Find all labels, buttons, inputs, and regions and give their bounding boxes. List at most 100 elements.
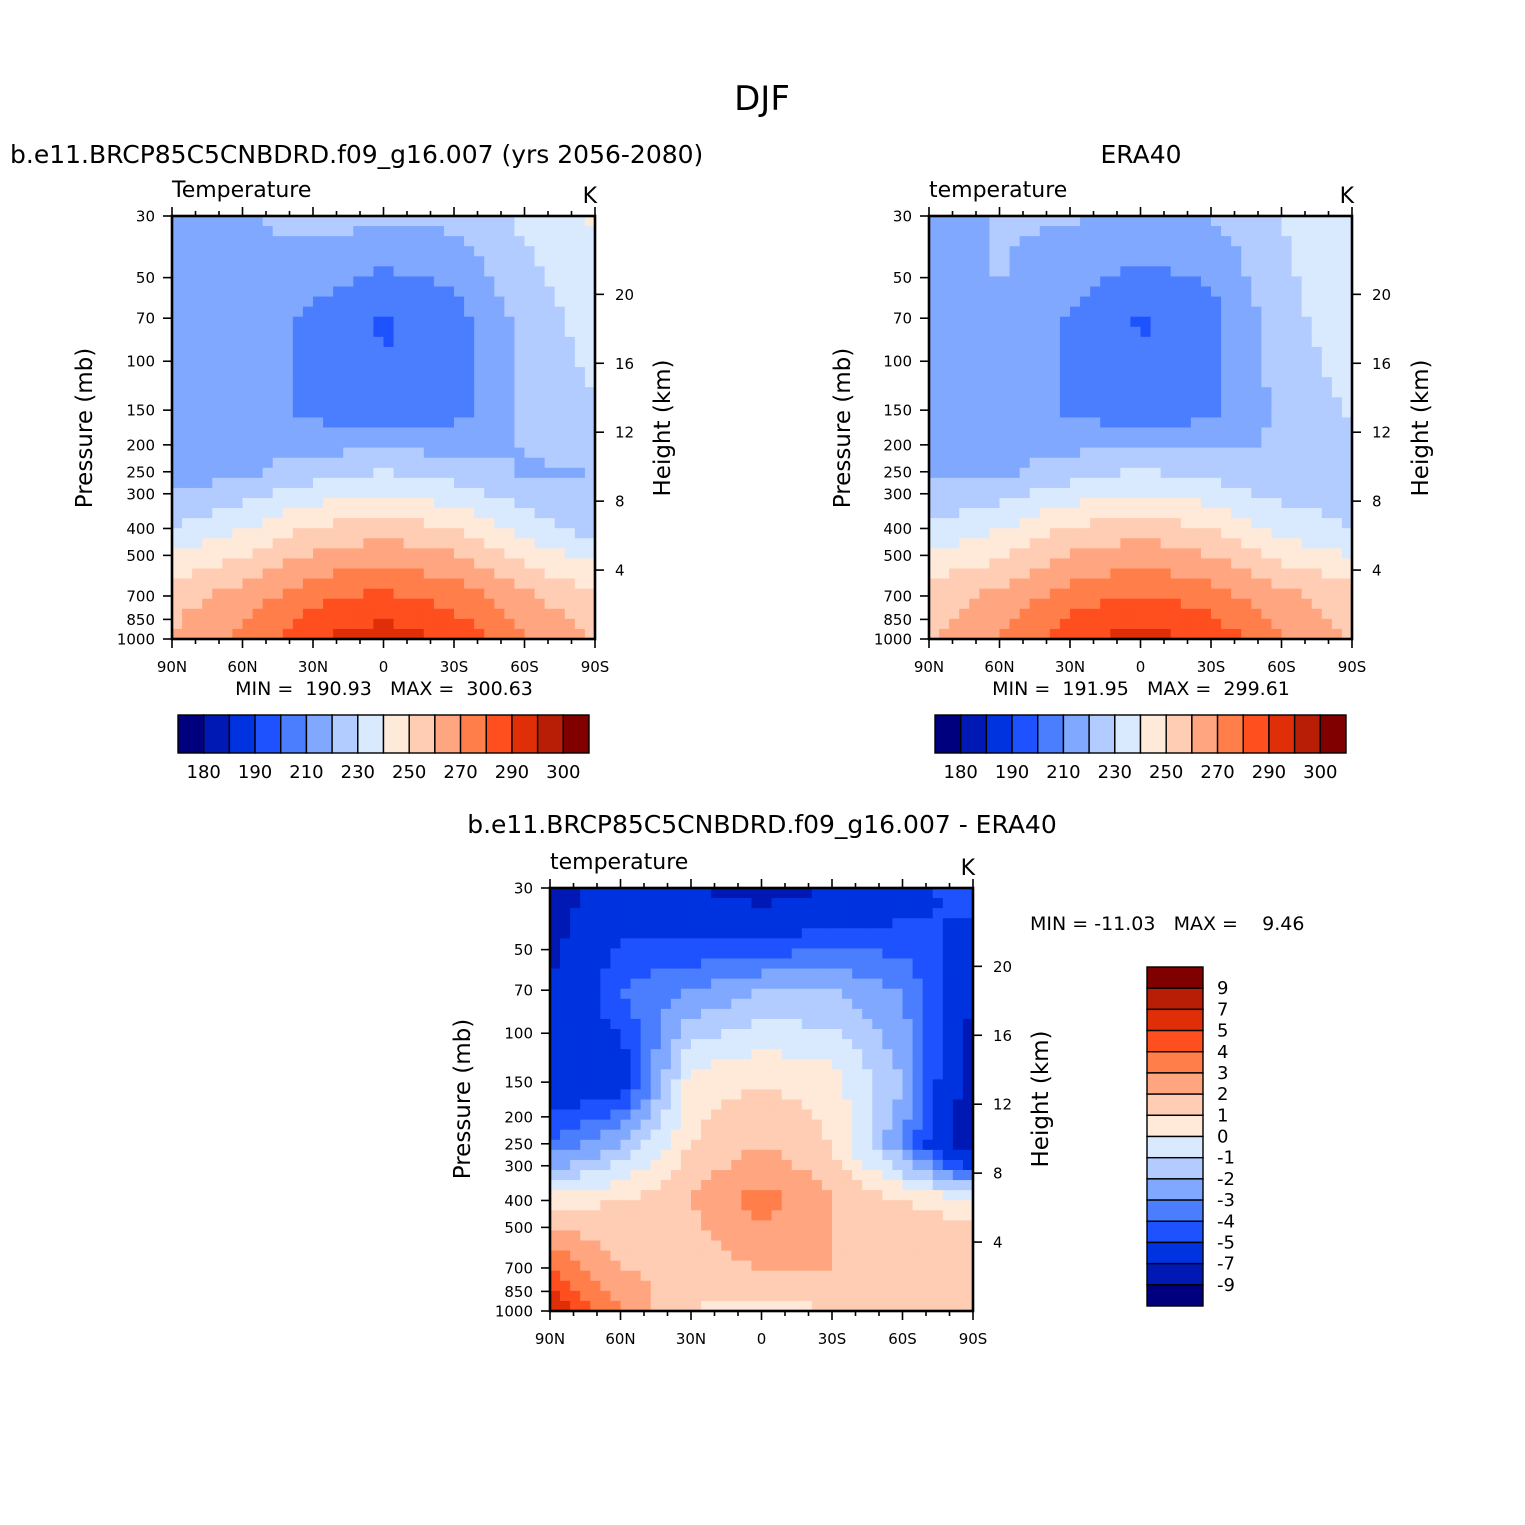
field-cell: [1281, 377, 1293, 388]
field-cell: [741, 888, 753, 899]
field-cell: [1180, 417, 1192, 429]
field-cell: [192, 256, 203, 267]
field-cell: [751, 1149, 763, 1161]
field-cell: [1059, 397, 1071, 408]
field-cell: [574, 608, 586, 620]
field-cell: [939, 407, 950, 419]
field-cell: [343, 578, 354, 590]
field-cell: [514, 286, 526, 298]
field-cell: [564, 457, 576, 469]
field-cell: [474, 377, 485, 388]
field-cell: [564, 568, 576, 580]
field-cell: [721, 1049, 732, 1060]
field-cell: [952, 898, 964, 909]
field-cell: [771, 968, 783, 980]
field-cell: [922, 1069, 934, 1080]
y-tick-label: 70: [136, 310, 155, 328]
field-cell: [544, 558, 556, 570]
field-cell: [1100, 256, 1111, 267]
field-cell: [952, 968, 964, 980]
field-cell: [560, 1069, 571, 1080]
field-cell: [1070, 558, 1081, 570]
field-cell: [514, 498, 526, 509]
field-cell: [1019, 236, 1031, 247]
field-cell: [262, 417, 274, 429]
field-cell: [1100, 397, 1111, 408]
field-cell: [1251, 286, 1262, 298]
field-cell: [363, 236, 375, 247]
field-cell: [811, 918, 823, 929]
field-cell: [1160, 487, 1172, 499]
field-cell: [1039, 528, 1051, 539]
field-cell: [979, 336, 991, 348]
field-cell: [1130, 216, 1142, 227]
field-cell: [474, 336, 485, 348]
field-cell: [640, 888, 652, 899]
field-cell: [912, 898, 924, 909]
field-cell: [751, 938, 763, 950]
field-cell: [1090, 618, 1101, 630]
field-cell: [232, 518, 244, 529]
field-cell: [1100, 528, 1111, 539]
field-cell: [791, 948, 803, 960]
field-cell: [781, 948, 793, 960]
field-cell: [1019, 286, 1031, 298]
field-cell: [1059, 467, 1071, 479]
field-cell: [353, 226, 364, 237]
field-cell: [514, 367, 526, 378]
field-cell: [872, 1170, 883, 1181]
field-cell: [343, 306, 354, 318]
field-cell: [882, 1079, 894, 1091]
field-cell: [343, 628, 354, 640]
field-cell: [222, 336, 234, 348]
field-cell: [302, 578, 314, 590]
field-cell: [771, 1089, 783, 1101]
field-cell: [464, 618, 475, 630]
field-cell: [343, 588, 354, 600]
field-cell: [544, 437, 556, 449]
field-cell: [570, 958, 581, 970]
field-cell: [464, 528, 475, 539]
field-cell: [570, 998, 581, 1010]
field-cell: [942, 958, 954, 970]
field-cell: [680, 1018, 692, 1030]
field-cell: [433, 357, 445, 368]
field-cell: [443, 598, 455, 610]
field-cell: [484, 326, 495, 338]
field-cell: [922, 1079, 934, 1091]
field-cell: [534, 346, 546, 358]
field-cell: [1261, 558, 1273, 570]
field-cell: [282, 246, 294, 257]
x-tick-label: 60S: [510, 658, 539, 676]
field-cell: [1331, 226, 1343, 237]
field-cell: [202, 578, 213, 590]
field-cell: [640, 898, 652, 909]
field-cell: [932, 898, 944, 909]
field-cell: [580, 1029, 591, 1040]
field-cell: [534, 397, 546, 408]
field-cell: [212, 588, 223, 600]
field-cell: [1070, 397, 1081, 408]
field-cell: [781, 1079, 793, 1091]
field-cell: [433, 286, 445, 298]
field-cell: [1211, 518, 1222, 529]
field-cell: [969, 377, 980, 388]
field-cell: [1321, 316, 1333, 328]
field-cell: [494, 487, 505, 499]
field-cell: [454, 477, 465, 489]
field-cell: [343, 498, 354, 509]
field-cell: [1241, 457, 1252, 469]
field-cell: [962, 948, 974, 960]
field-cell: [1211, 578, 1222, 590]
field-cell: [343, 487, 354, 499]
field-cell: [433, 407, 445, 419]
field-cell: [484, 427, 495, 439]
field-cell: [1281, 528, 1293, 539]
field-cell: [212, 548, 223, 560]
field-cell: [242, 628, 254, 640]
field-cell: [1321, 256, 1333, 267]
field-cell: [852, 908, 863, 919]
field-cell: [464, 578, 475, 590]
field-cell: [454, 216, 465, 227]
field-cell: [1200, 528, 1212, 539]
